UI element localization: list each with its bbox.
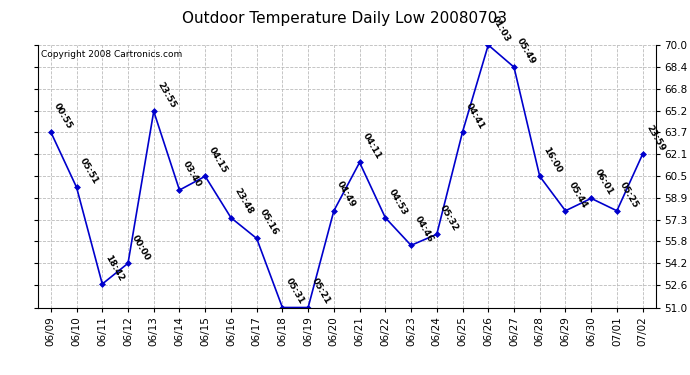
Text: 18:42: 18:42 xyxy=(104,253,126,283)
Text: 03:40: 03:40 xyxy=(181,159,203,189)
Text: 05:44: 05:44 xyxy=(566,180,589,209)
Text: 05:31: 05:31 xyxy=(284,277,306,306)
Text: 05:32: 05:32 xyxy=(438,204,460,233)
Text: 05:21: 05:21 xyxy=(310,277,332,306)
Text: Copyright 2008 Cartronics.com: Copyright 2008 Cartronics.com xyxy=(41,50,182,59)
Text: 00:55: 00:55 xyxy=(52,102,75,130)
Text: 01:03: 01:03 xyxy=(490,15,511,44)
Text: Outdoor Temperature Daily Low 20080703: Outdoor Temperature Daily Low 20080703 xyxy=(182,11,508,26)
Text: 04:46: 04:46 xyxy=(413,214,435,244)
Text: 04:53: 04:53 xyxy=(386,187,408,216)
Text: 05:16: 05:16 xyxy=(258,208,280,237)
Text: 04:49: 04:49 xyxy=(335,180,357,209)
Text: 00:00: 00:00 xyxy=(130,233,151,262)
Text: 05:49: 05:49 xyxy=(515,36,538,66)
Text: 06:01: 06:01 xyxy=(593,168,615,197)
Text: 16:00: 16:00 xyxy=(541,146,563,175)
Text: 04:15: 04:15 xyxy=(206,146,228,175)
Text: 23:55: 23:55 xyxy=(155,81,177,110)
Text: 04:11: 04:11 xyxy=(361,132,383,161)
Text: 05:51: 05:51 xyxy=(78,157,100,186)
Text: 23:59: 23:59 xyxy=(644,123,666,153)
Text: 05:25: 05:25 xyxy=(618,180,640,209)
Text: 04:41: 04:41 xyxy=(464,101,486,130)
Text: 23:48: 23:48 xyxy=(233,187,255,216)
